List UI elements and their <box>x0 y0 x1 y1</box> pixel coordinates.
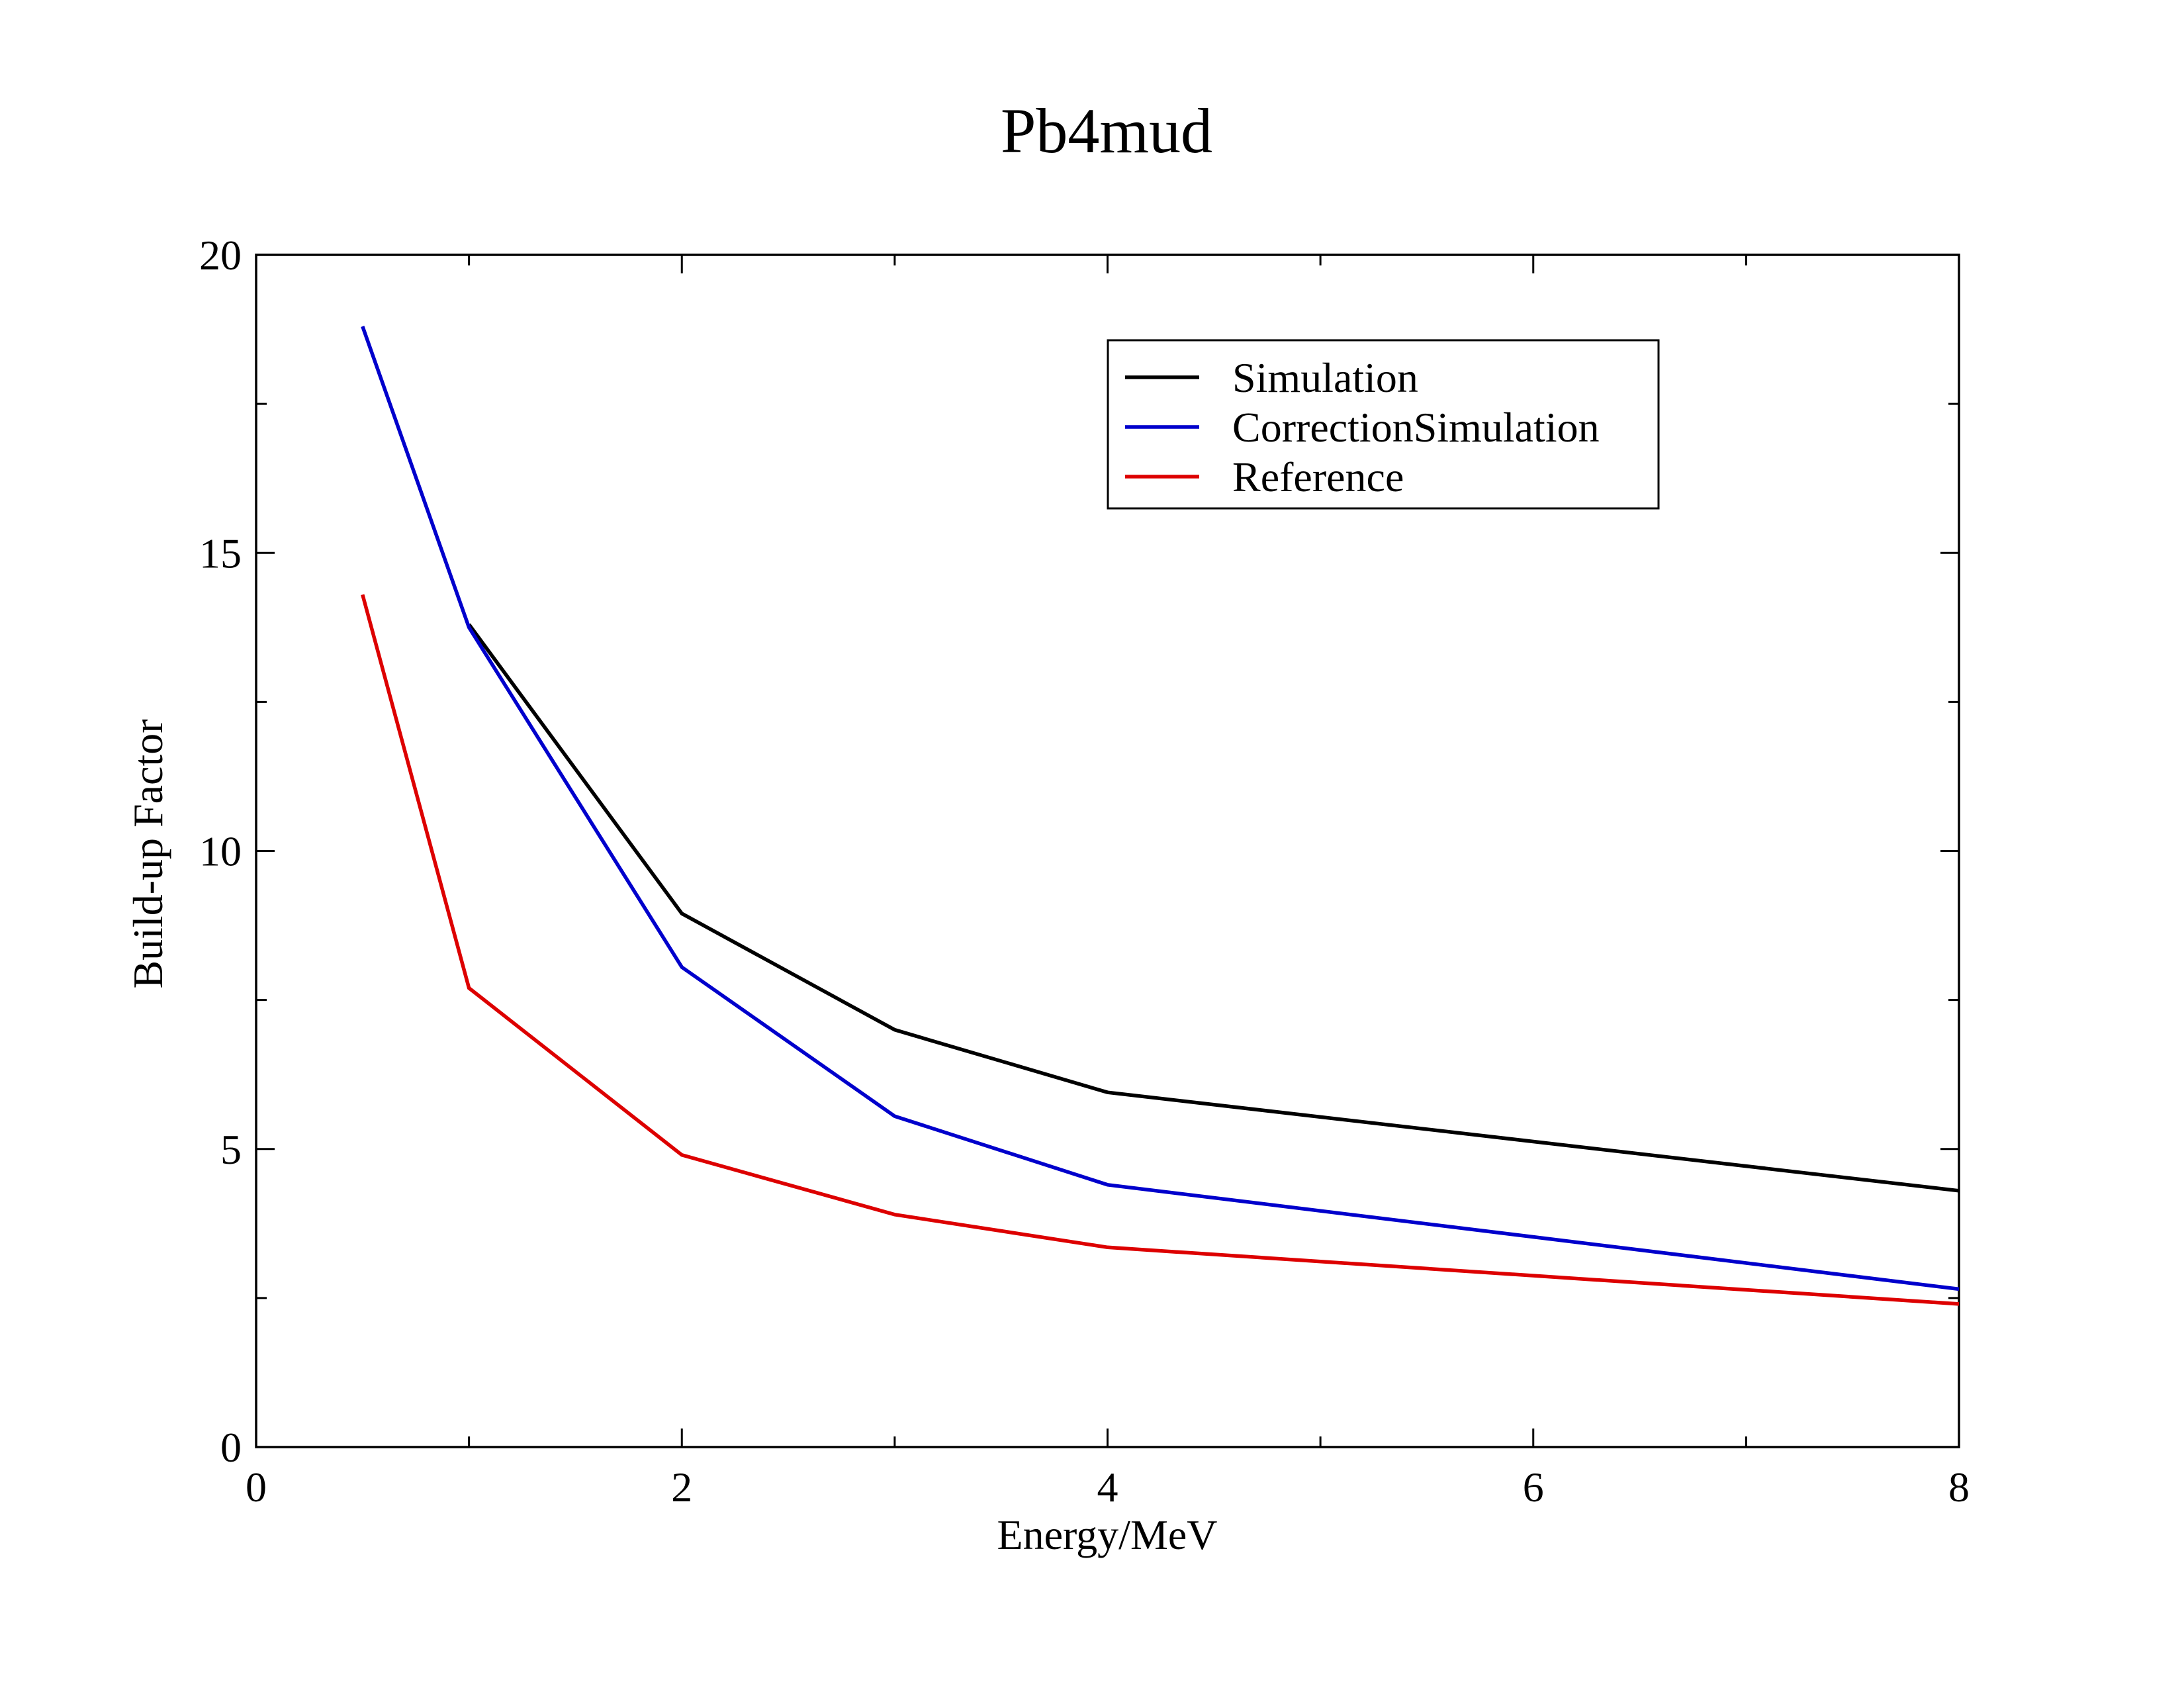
x-tick-label: 8 <box>1948 1464 1970 1511</box>
y-axis-label: Build-up Factor <box>124 719 171 988</box>
series-line-correctionsimulation <box>361 326 1960 1291</box>
y-tick-label: 15 <box>199 530 242 577</box>
y-tick-label: 10 <box>199 828 242 875</box>
chart-title: Pb4mud <box>1001 95 1212 166</box>
y-tick-label: 20 <box>199 232 242 279</box>
x-axis-label: Energy/MeV <box>997 1511 1218 1558</box>
y-axis-ticks: 0 5 10 15 20 <box>199 232 1959 1471</box>
series-line-simulation <box>467 623 1960 1193</box>
series-group <box>361 326 1960 1306</box>
x-tick-label: 6 <box>1523 1464 1544 1511</box>
legend-box <box>1107 339 1660 510</box>
legend-label: Reference <box>1232 453 1404 500</box>
x-tick-label: 0 <box>246 1464 267 1511</box>
plot-area: 0 2 4 6 8 0 5 10 15 20 <box>199 232 1970 1511</box>
legend-label: Simulation <box>1232 354 1418 401</box>
legend-label: CorrectionSimulation <box>1232 404 1600 451</box>
x-tick-label: 2 <box>671 1464 692 1511</box>
series-line-reference <box>361 594 1960 1306</box>
y-tick-label: 5 <box>220 1126 242 1173</box>
x-axis-ticks: 0 2 4 6 8 <box>246 255 1970 1511</box>
y-tick-label: 0 <box>220 1424 242 1471</box>
x-tick-label: 4 <box>1097 1464 1118 1511</box>
